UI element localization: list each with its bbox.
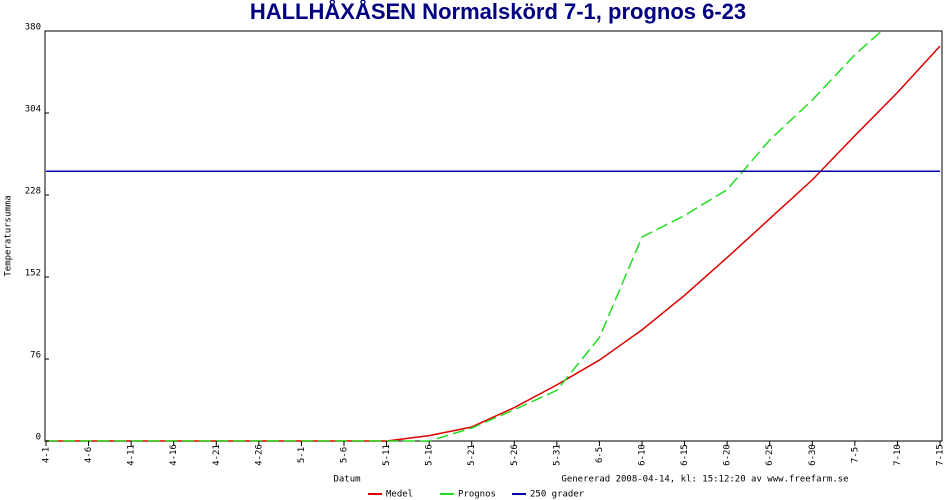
plot-frame xyxy=(44,30,943,442)
y-tick-label: 0 xyxy=(36,433,41,443)
x-tick-label: 5-26 xyxy=(510,444,520,466)
x-tick-label: 4-26 xyxy=(254,444,264,466)
y-tick-label: 380 xyxy=(25,23,41,33)
x-tick-label: 4-21 xyxy=(212,444,222,466)
x-tick-label: 7-5 xyxy=(850,447,860,463)
x-tick-label: 7-10 xyxy=(893,444,903,466)
x-tick-label: 7-15 xyxy=(936,444,946,466)
footer: Genererad 2008-04-14, kl: 15:12:20 av ww… xyxy=(561,475,848,485)
x-tick-label: 6-15 xyxy=(680,444,690,466)
y-tick-label: 304 xyxy=(25,105,41,115)
y-tick-label: 152 xyxy=(25,269,41,279)
x-tick-label: 4-16 xyxy=(169,444,179,466)
x-tick-label: 6-25 xyxy=(765,444,775,466)
legend-label: 250 grader xyxy=(530,490,585,500)
legend-label: Prognos xyxy=(458,490,496,500)
legend-label: Medel xyxy=(386,490,413,500)
x-axis-label: Datum xyxy=(333,475,360,485)
x-tick-label: 6-5 xyxy=(595,447,605,463)
series-line xyxy=(46,31,883,442)
series-line xyxy=(46,45,941,442)
x-tick-label: 5-1 xyxy=(297,447,307,463)
x-tick-label: 4-6 xyxy=(84,447,94,463)
x-tick-label: 5-11 xyxy=(382,444,392,466)
x-tick-label: 4-11 xyxy=(127,444,137,466)
y-tick-label: 76 xyxy=(30,351,41,361)
plot xyxy=(46,31,941,442)
x-tick-label: 5-6 xyxy=(340,447,350,463)
x-tick-label: 6-30 xyxy=(808,444,818,466)
x-tick-label: 5-16 xyxy=(425,444,435,466)
y-axis-label: Temperatursumma xyxy=(4,195,14,276)
x-tick-label: 5-31 xyxy=(552,444,562,466)
x-tick-label: 4-1 xyxy=(42,447,52,463)
x-tick-label: 6-10 xyxy=(638,444,648,466)
x-tick-label: 6-20 xyxy=(723,444,733,466)
y-tick-label: 228 xyxy=(25,187,41,197)
chart-title: HALLHÅXÅSEN Normalskörd 7-1, prognos 6-2… xyxy=(250,0,746,24)
x-tick-label: 5-21 xyxy=(467,444,477,466)
